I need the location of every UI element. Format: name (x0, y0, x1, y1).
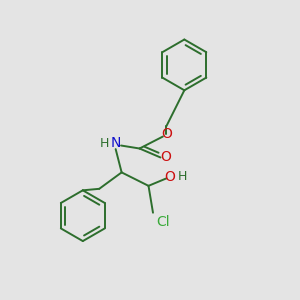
Text: O: O (160, 151, 171, 164)
Text: O: O (164, 170, 175, 184)
Text: Cl: Cl (157, 215, 170, 229)
Text: H: H (100, 136, 109, 150)
Text: N: N (110, 136, 121, 150)
Text: O: O (161, 127, 172, 141)
Text: H: H (177, 170, 187, 183)
